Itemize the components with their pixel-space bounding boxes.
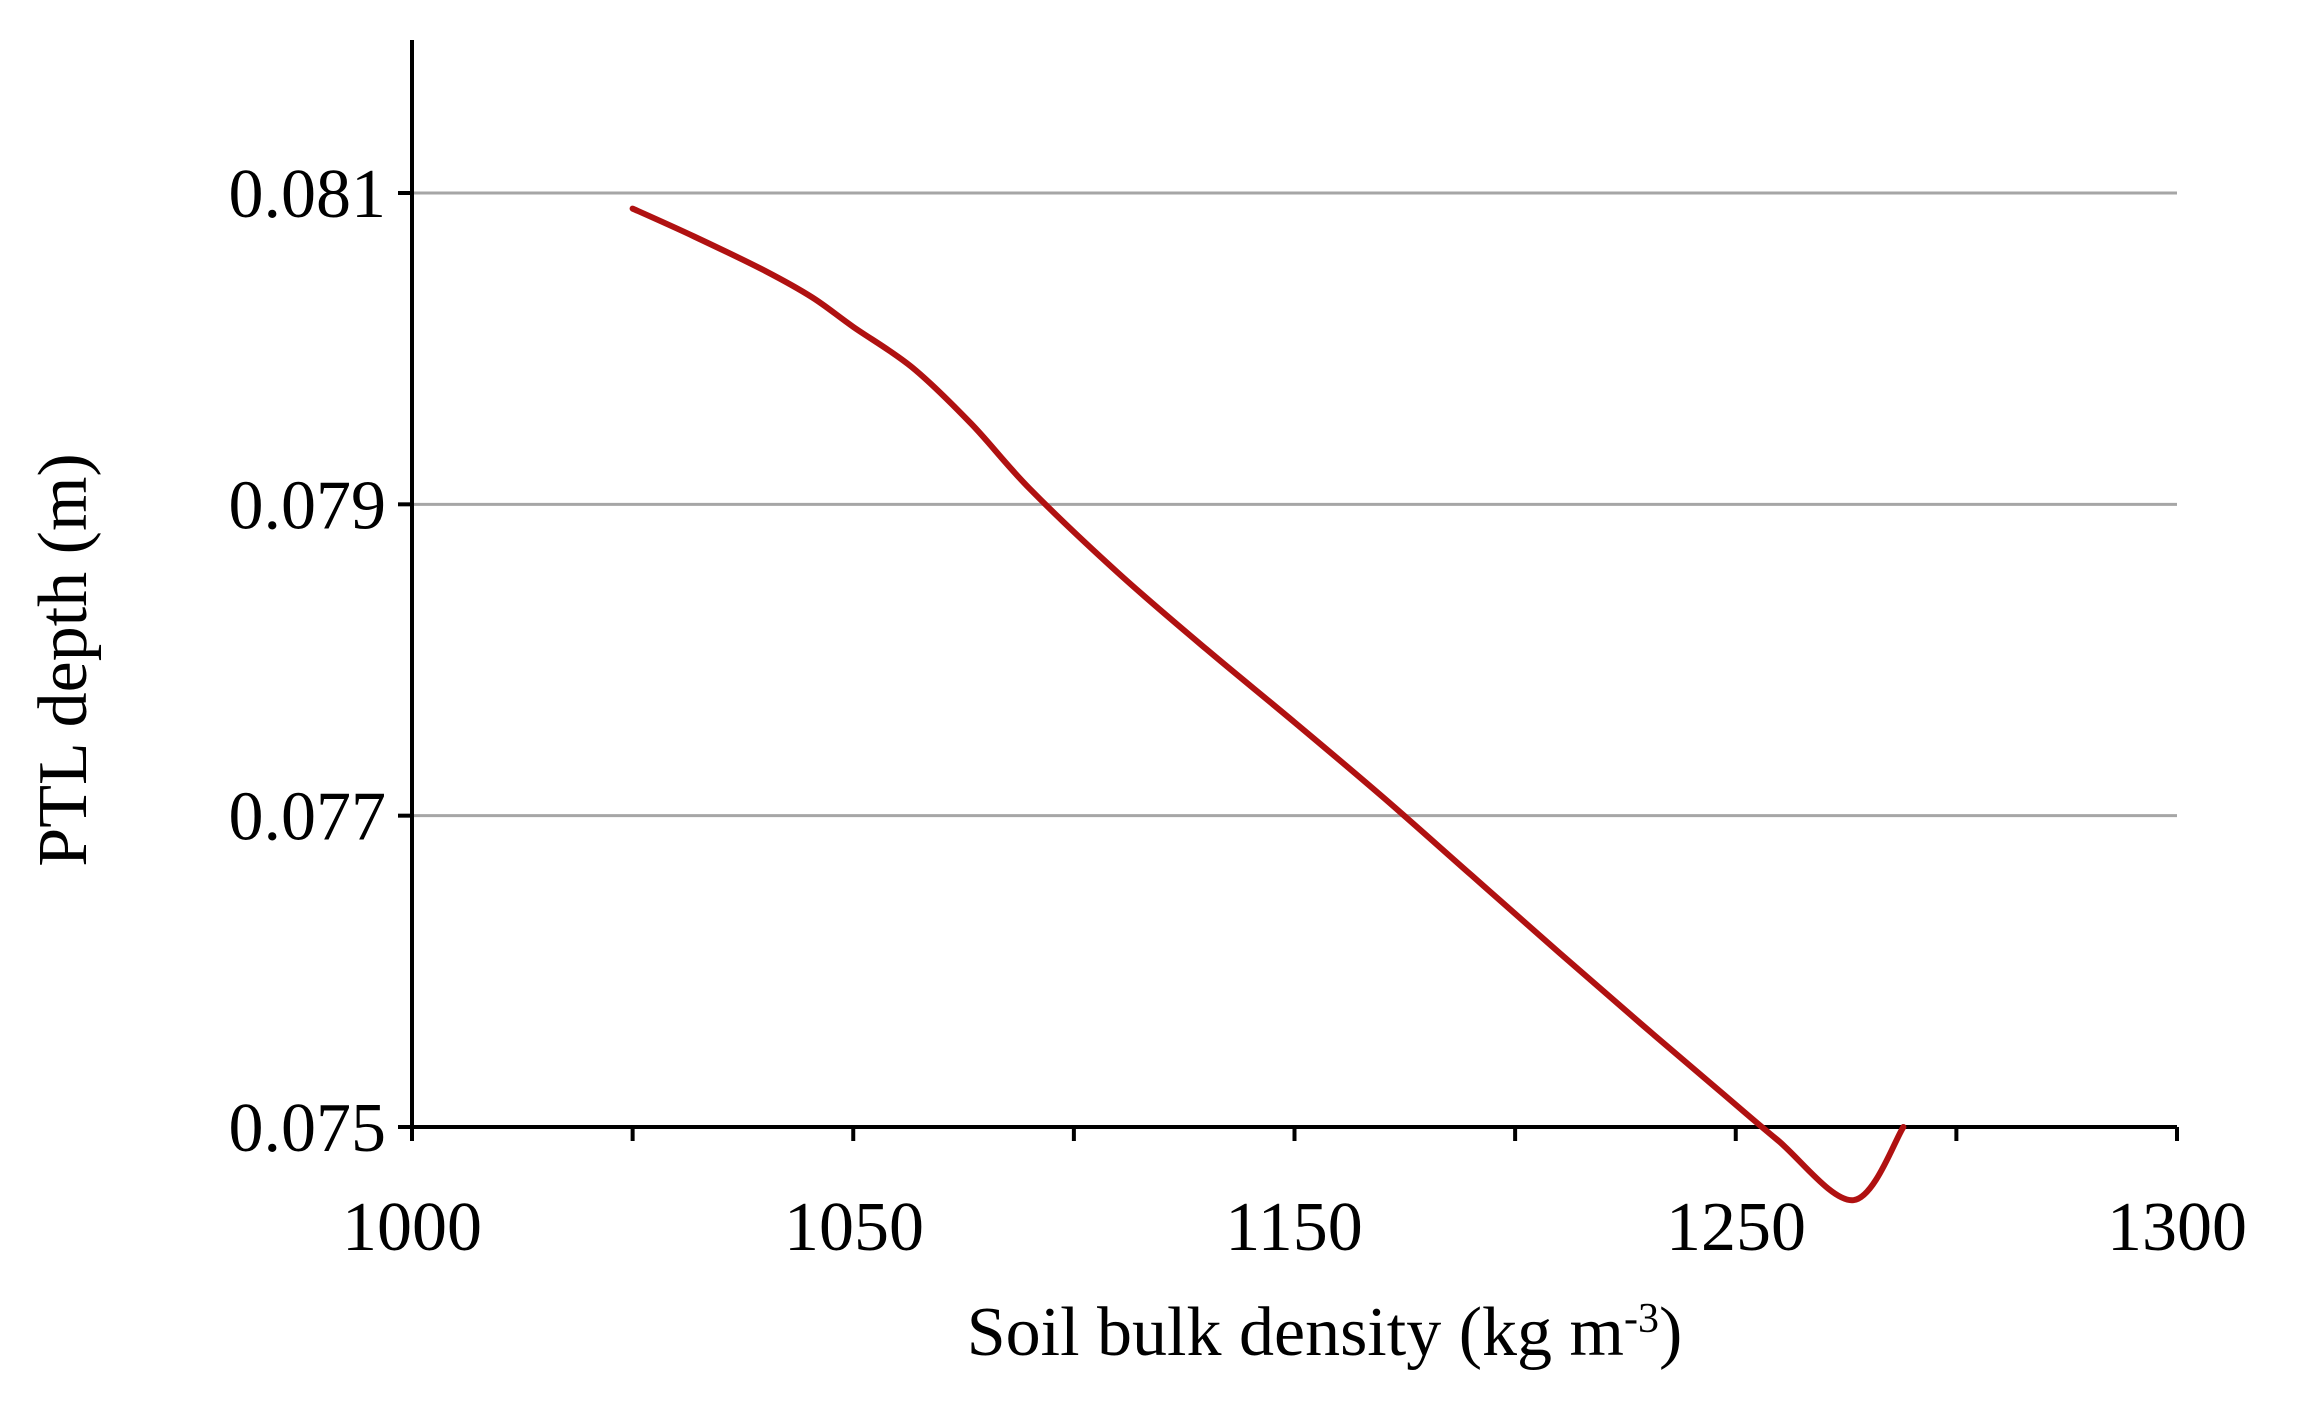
axes: [410, 40, 2177, 1129]
x-tick-label: 1050: [784, 1189, 924, 1266]
data-line: [629, 205, 1907, 1204]
y-tick-label: 0.079: [229, 467, 387, 544]
x-axis-title-main: Soil bulk density (kg m: [967, 1294, 1624, 1371]
y-axis-title: PTL depth (m): [25, 453, 102, 866]
x-axis-title-end: ): [1659, 1294, 1682, 1371]
series-layer: [629, 205, 1907, 1204]
gridlines: [412, 191, 2177, 818]
ticks: [398, 191, 2179, 1141]
y-tick-label: 0.077: [229, 779, 387, 856]
y-tick-label: 0.081: [229, 156, 387, 233]
tick-labels: 0.075 0.077 0.079 0.081 1000 1050 1150 1250 1300: [229, 156, 2248, 1266]
x-tick-label: 1150: [1225, 1189, 1362, 1266]
x-axis-title-superscript: -3: [1624, 1296, 1659, 1342]
x-tick-label: 1250: [1666, 1189, 1806, 1266]
x-axis-title: Soil bulk density (kg m-3): [967, 1294, 1683, 1371]
x-tick-label: 1300: [2107, 1189, 2247, 1266]
x-tick-label: 1000: [342, 1189, 482, 1266]
y-tick-label: 0.075: [229, 1090, 387, 1167]
